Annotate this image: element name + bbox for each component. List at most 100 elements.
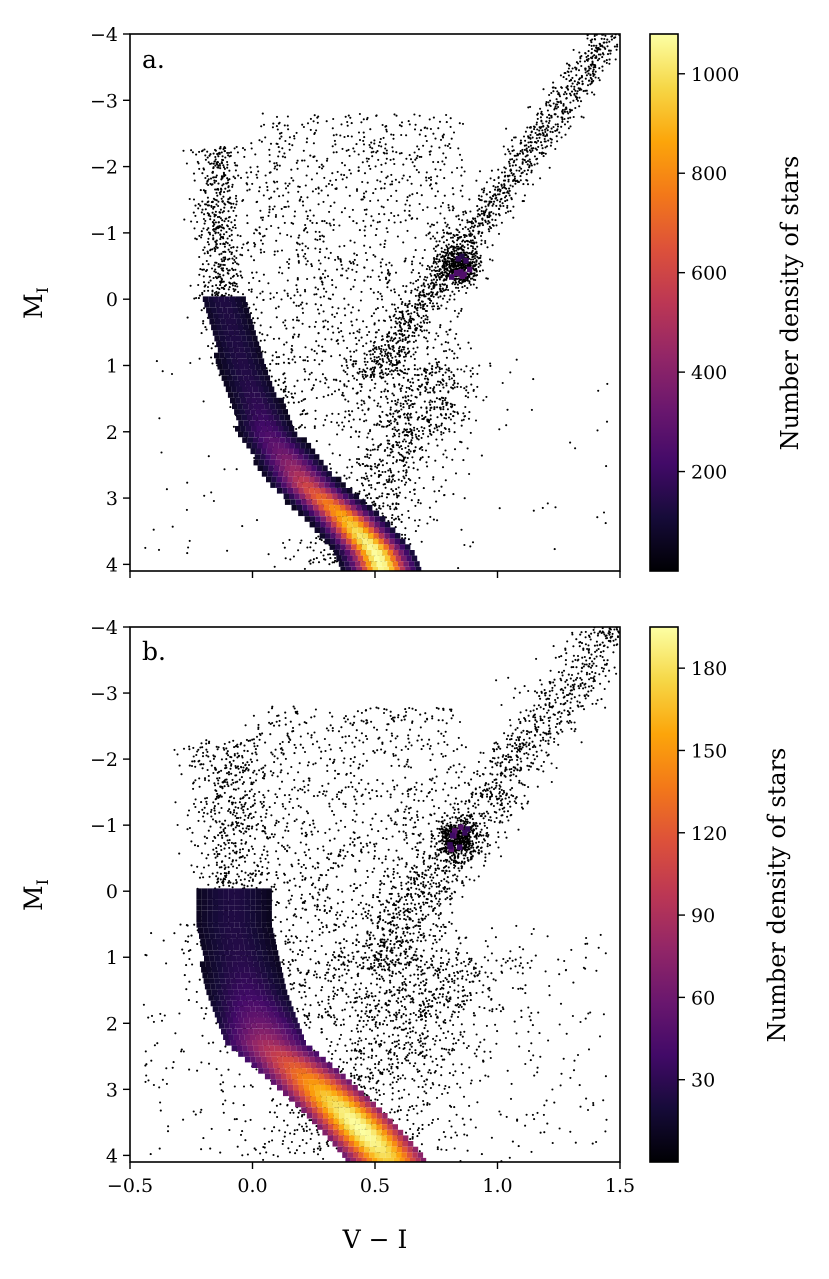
star-point (407, 395, 410, 398)
star-point (337, 257, 340, 260)
star-point (325, 247, 328, 250)
star-point (443, 194, 446, 197)
star-point (446, 144, 449, 148)
star-point (371, 501, 374, 504)
star-point (371, 353, 375, 356)
star-point (341, 267, 344, 270)
star-point (412, 282, 415, 285)
star-point (192, 211, 195, 214)
star-point (414, 302, 417, 306)
star-point (436, 221, 439, 224)
star-point (544, 130, 547, 134)
star-point (445, 382, 448, 385)
star-point (221, 235, 225, 239)
star-point (331, 412, 334, 415)
star-point (292, 336, 295, 339)
star-point (415, 157, 418, 160)
star-point (292, 396, 295, 399)
star-point (418, 296, 421, 299)
star-point (437, 161, 440, 164)
star-point (283, 289, 286, 292)
star-point (228, 169, 231, 172)
star-point (366, 367, 369, 370)
star-point (224, 283, 228, 287)
star-point (347, 303, 350, 306)
star-point (271, 359, 274, 362)
star-point (449, 413, 452, 416)
star-point (541, 122, 544, 125)
star-point (422, 305, 425, 308)
star-point (482, 399, 485, 402)
star-point (393, 432, 396, 435)
star-point (412, 340, 415, 344)
star-point (340, 173, 343, 176)
star-point (395, 333, 398, 336)
star-point (305, 302, 308, 305)
star-point (601, 69, 604, 72)
star-point (304, 346, 307, 349)
star-point (358, 370, 361, 373)
star-point (570, 90, 574, 93)
star-point (387, 373, 390, 376)
star-point (236, 234, 239, 237)
star-point (370, 486, 373, 489)
star-point (443, 399, 447, 402)
star-point (317, 332, 320, 335)
star-point (219, 208, 222, 211)
star-point (362, 195, 365, 198)
star-point (413, 335, 416, 338)
star-point (256, 165, 259, 168)
star-point (288, 148, 291, 151)
star-point (423, 285, 426, 288)
star-point (394, 418, 397, 421)
star-point (488, 201, 491, 204)
star-point (442, 405, 445, 408)
star-point (413, 311, 416, 314)
star-point (354, 360, 357, 363)
star-point (417, 278, 420, 281)
star-point (222, 242, 225, 246)
star-point (513, 177, 516, 180)
star-point (269, 171, 272, 174)
star-point (301, 249, 304, 252)
star-point (405, 386, 408, 389)
star-point (346, 366, 349, 370)
star-point (551, 131, 554, 134)
star-point (519, 179, 522, 182)
star-point (218, 273, 221, 276)
star-point (606, 53, 610, 56)
star-point (403, 359, 406, 362)
star-point (588, 43, 591, 47)
star-point (406, 330, 409, 333)
star-point (388, 272, 392, 275)
star-point (214, 248, 217, 251)
star-point (268, 205, 271, 208)
star-point (414, 294, 417, 297)
star-point (451, 458, 454, 461)
star-point (197, 283, 200, 287)
star-point (218, 152, 221, 155)
star-point (402, 364, 405, 367)
star-point (537, 145, 540, 148)
star-point (466, 447, 469, 450)
star-point (476, 385, 479, 388)
star-point (409, 441, 412, 444)
star-point (268, 211, 271, 214)
star-point (566, 110, 569, 113)
star-point (409, 381, 412, 384)
star-point (404, 302, 407, 305)
star-point (296, 159, 299, 162)
star-point (204, 158, 207, 161)
star-point (438, 383, 441, 387)
star-point (432, 295, 435, 298)
star-point (405, 134, 408, 137)
star-point (302, 125, 305, 129)
star-point (419, 129, 423, 132)
star-point (334, 556, 337, 560)
star-point (463, 170, 466, 173)
star-point (273, 205, 276, 208)
star-point (549, 137, 552, 140)
star-point (445, 278, 448, 281)
star-point (209, 218, 212, 221)
star-point (446, 300, 449, 304)
